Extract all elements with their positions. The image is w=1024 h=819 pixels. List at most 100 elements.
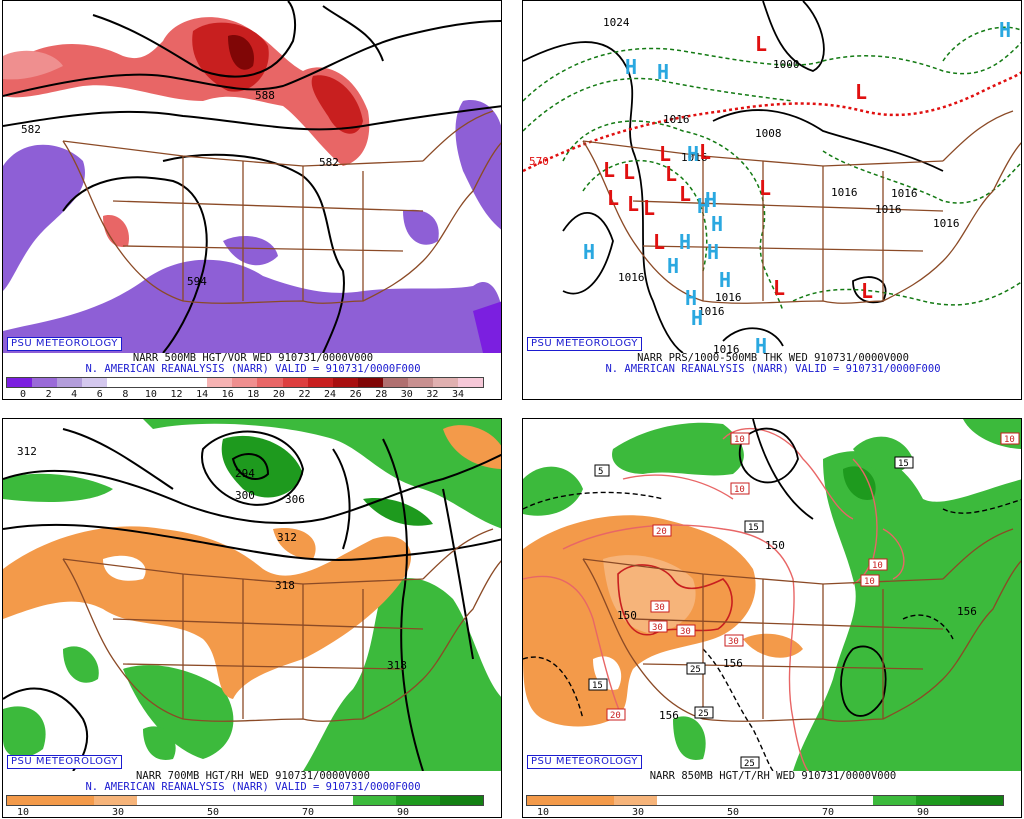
svg-text:1016: 1016 (713, 343, 740, 353)
svg-text:1016: 1016 (698, 305, 725, 318)
low-center: L (773, 276, 785, 300)
scale-tick-label: 34 (451, 389, 465, 400)
scale-swatch (382, 378, 408, 387)
temp-box: 10 (868, 558, 888, 571)
low-center: L (607, 186, 619, 210)
scale-tick-label: 8 (122, 389, 129, 400)
high-center: H (625, 55, 637, 79)
scale-tick-label: 20 (272, 389, 285, 400)
high-center: H (685, 286, 697, 310)
temp-box: 30 (724, 634, 744, 647)
scale-swatch (916, 796, 960, 805)
svg-text:1024: 1024 (603, 16, 630, 29)
scale-swatch (656, 796, 701, 805)
svg-text:20: 20 (610, 711, 621, 721)
svg-text:1016: 1016 (715, 291, 742, 304)
pressure-centers: L L L L L L L L L L L L L L L H H H H H … (583, 18, 1011, 353)
panel-title: NARR 500MB HGT/VOR WED 910731/0000V000 (132, 352, 374, 364)
scale-swatch (570, 796, 614, 805)
temp-box: 10 (730, 482, 750, 495)
scale-tick-label: 16 (221, 389, 234, 400)
scale-swatch (32, 378, 58, 387)
scale-tick-label: 30 (631, 807, 645, 818)
scale-tick-label: 0 (19, 389, 27, 400)
neg-vort-center (223, 236, 278, 266)
scale-tick-label: 30 (400, 389, 413, 400)
svg-text:10: 10 (864, 577, 875, 587)
isotherms-warm (617, 564, 733, 636)
svg-text:10: 10 (872, 561, 883, 571)
geo-boundaries (62, 110, 501, 304)
color-scale-ticks: 10 30 50 70 90 (523, 807, 1021, 818)
low-center: L (855, 80, 867, 104)
scale-tick-label: 50 (726, 807, 740, 818)
scale-tick-label: 90 (396, 807, 410, 818)
scale-swatch (829, 796, 874, 805)
svg-text:588: 588 (255, 89, 275, 102)
svg-text:300: 300 (235, 489, 255, 502)
panel-700mb: 312 294 300 306 312 318 318 PSU METEOROL… (2, 418, 502, 818)
scale-tick-label: 10 (16, 807, 30, 818)
temp-box: 20 (606, 708, 626, 721)
svg-text:156: 156 (957, 605, 977, 618)
scale-swatch (157, 378, 183, 387)
low-center: L (699, 140, 711, 164)
svg-text:318: 318 (387, 659, 407, 672)
map-700mb-rh: 312 294 300 306 312 318 318 (3, 419, 501, 771)
svg-text:594: 594 (187, 275, 207, 288)
dry-regions (3, 425, 501, 699)
scale-tick-label: 22 (298, 389, 311, 400)
scale-swatch (282, 378, 308, 387)
neg-vort-small (403, 209, 439, 245)
psu-meteorology-badge: PSU METEOROLOGY (7, 755, 122, 769)
scale-swatch (7, 796, 51, 805)
scale-swatch (182, 378, 208, 387)
scale-swatch (786, 796, 830, 805)
contour-labels-700mb: 312 294 300 306 312 318 318 (17, 445, 407, 672)
temp-box: 30 (648, 620, 668, 633)
vort-small (103, 215, 129, 247)
low-center: L (679, 182, 691, 206)
scale-swatch (257, 378, 283, 387)
scale-tick-label: 6 (96, 389, 103, 400)
scale-swatch (700, 796, 744, 805)
vort-west (3, 50, 63, 80)
scale-swatch (357, 378, 383, 387)
high-center: H (711, 212, 723, 236)
scale-swatch (7, 378, 33, 387)
svg-text:1016: 1016 (933, 217, 960, 230)
low-center: L (659, 142, 671, 166)
svg-text:30: 30 (654, 603, 665, 613)
height-contours (3, 428, 501, 771)
color-scale-bar (6, 377, 484, 388)
svg-text:10: 10 (734, 485, 745, 495)
panel-title: NARR PRS/1000-500MB THK WED 910731/0000V… (637, 352, 909, 364)
scale-swatch (223, 796, 267, 805)
high-center: H (657, 60, 669, 84)
height-contours (738, 419, 887, 717)
high-center: H (667, 254, 679, 278)
svg-text:30: 30 (728, 637, 739, 647)
vort-peak (228, 35, 254, 70)
high-center: H (583, 240, 595, 264)
svg-text:10: 10 (1004, 435, 1015, 445)
temp-box: 20 (652, 524, 672, 537)
scale-swatch (353, 796, 397, 805)
low-center: L (603, 158, 615, 182)
panel-title: NARR 700MB HGT/RH WED 910731/0000V000 (136, 770, 370, 782)
scale-tick-label: 70 (821, 807, 835, 818)
map-850mb-temp-rh: 150 156 156 156 150 10 10 15 10 5 20 15 … (523, 419, 1021, 771)
svg-text:318: 318 (275, 579, 295, 592)
scale-swatch (136, 796, 181, 805)
temp-box: 15 (588, 678, 608, 691)
svg-text:156: 156 (659, 709, 679, 722)
scale-swatch (266, 796, 310, 805)
neg-vort-west (3, 144, 85, 291)
neg-vort-peak (473, 301, 501, 353)
color-scale-ticks: 10 30 50 70 90 (3, 807, 501, 818)
color-scale-bar (526, 795, 1004, 806)
svg-text:150: 150 (765, 539, 785, 552)
scale-swatch (873, 796, 917, 805)
svg-text:5: 5 (598, 467, 603, 477)
svg-text:1016: 1016 (891, 187, 918, 200)
